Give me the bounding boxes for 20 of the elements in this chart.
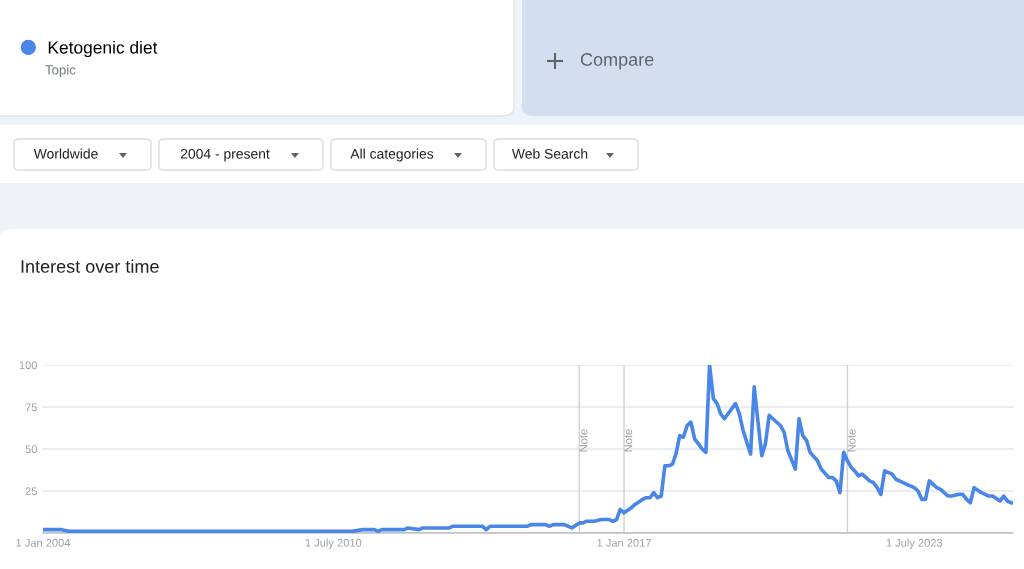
line-series [43,365,1013,533]
text: Web Search [511,148,588,159]
y-tick-label: 50 [25,445,38,454]
y-tick-label: 75 [25,403,37,412]
text: Compare [580,53,654,70]
x-tick-label: 1 July 2010 [305,538,362,549]
y-tick-label: 25 [25,487,37,496]
x-tick-label: 1 Jan 2004 [16,538,71,547]
text: Worldwide [33,148,98,159]
ref-line-label: Note [624,429,633,452]
ref-line-label: Note [847,429,856,452]
text: All categories [350,148,434,162]
text: Topic [45,64,76,78]
chart-title: Interest over time [21,259,159,273]
y-tick-label: 100 [19,361,38,370]
ref-line-label: Note [579,429,588,452]
legend-label: Ketogenic diet [48,40,158,58]
text: 2004 - present [180,148,270,162]
x-tick-label: 1 Jan 2017 [597,538,651,547]
x-tick-label: 1 July 2023 [886,538,943,549]
